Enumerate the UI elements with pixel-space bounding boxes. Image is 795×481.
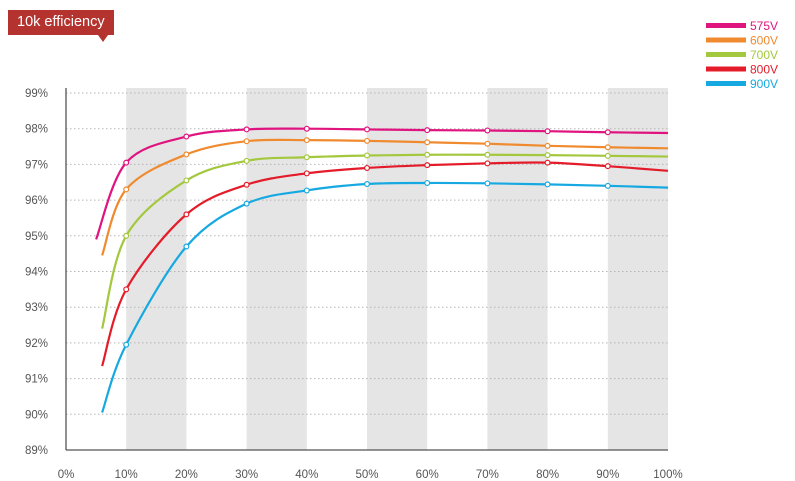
series-line-700V bbox=[101, 153, 669, 329]
x-tick-label: 80% bbox=[536, 469, 559, 481]
data-point bbox=[484, 140, 491, 147]
data-point bbox=[303, 187, 310, 194]
data-point bbox=[364, 181, 371, 188]
data-point bbox=[544, 181, 551, 188]
data-point bbox=[484, 151, 491, 158]
data-point bbox=[123, 232, 130, 239]
x-tick-label: 60% bbox=[416, 469, 439, 481]
series-line-800V bbox=[101, 161, 669, 367]
data-point bbox=[424, 139, 431, 146]
data-point bbox=[604, 144, 611, 151]
legend-swatch-575V bbox=[706, 23, 746, 28]
y-tick-label: 98% bbox=[25, 124, 48, 136]
data-point bbox=[484, 160, 491, 167]
data-point bbox=[484, 180, 491, 187]
legend-swatch-800V bbox=[706, 66, 746, 72]
y-tick-label: 89% bbox=[25, 445, 48, 457]
x-tick-label: 70% bbox=[476, 469, 499, 481]
data-point bbox=[604, 129, 611, 136]
data-point bbox=[123, 186, 130, 193]
data-point bbox=[303, 154, 310, 161]
legend-label-900V: 900V bbox=[750, 77, 778, 91]
data-point bbox=[424, 127, 431, 134]
y-tick-label: 90% bbox=[25, 409, 48, 421]
legend-swatch-700V bbox=[706, 52, 746, 57]
data-point bbox=[364, 137, 371, 144]
data-point bbox=[424, 151, 431, 158]
data-point bbox=[183, 177, 190, 184]
legend-label-700V: 700V bbox=[750, 48, 778, 62]
data-point bbox=[364, 152, 371, 159]
data-point bbox=[243, 181, 250, 188]
y-tick-label: 96% bbox=[25, 195, 48, 207]
data-point bbox=[303, 137, 310, 144]
shaded-band-0 bbox=[126, 88, 187, 450]
data-point bbox=[183, 133, 190, 140]
x-tick-label: 40% bbox=[295, 469, 318, 481]
y-tick-label: 93% bbox=[25, 302, 48, 314]
chart-title-tag: 10k efficiency bbox=[8, 10, 114, 42]
series-line-575V bbox=[95, 127, 669, 240]
x-tick-label: 0% bbox=[58, 469, 75, 481]
data-point bbox=[604, 152, 611, 159]
shaded-band-4 bbox=[607, 88, 668, 450]
data-point bbox=[544, 159, 551, 166]
data-point bbox=[183, 243, 190, 250]
x-tick-label: 10% bbox=[115, 469, 138, 481]
data-point bbox=[123, 159, 130, 166]
y-tick-label: 94% bbox=[25, 267, 48, 279]
data-point bbox=[183, 151, 190, 158]
shaded-band-3 bbox=[487, 88, 548, 450]
data-point bbox=[183, 211, 190, 218]
data-point bbox=[123, 286, 130, 293]
x-tick-label: 20% bbox=[175, 469, 198, 481]
data-point bbox=[484, 127, 491, 134]
legend-swatch-900V bbox=[706, 81, 746, 86]
chart-title: 10k efficiency bbox=[17, 14, 105, 30]
y-tick-label: 92% bbox=[25, 338, 48, 350]
y-tick-label: 97% bbox=[25, 159, 48, 171]
legend-label-800V: 800V bbox=[750, 63, 778, 77]
x-tick-label: 50% bbox=[355, 469, 378, 481]
legend-label-575V: 575V bbox=[750, 19, 778, 33]
data-point bbox=[243, 138, 250, 145]
legend-swatch-600V bbox=[706, 37, 746, 43]
data-point bbox=[243, 200, 250, 207]
series-line-900V bbox=[101, 181, 669, 413]
data-point bbox=[544, 152, 551, 159]
data-point bbox=[364, 126, 371, 133]
x-tick-label: 90% bbox=[596, 469, 619, 481]
data-point bbox=[243, 126, 250, 133]
data-point bbox=[303, 170, 310, 177]
data-point bbox=[123, 341, 130, 348]
y-tick-label: 95% bbox=[25, 231, 48, 243]
shaded-band-1 bbox=[246, 88, 307, 450]
data-point bbox=[604, 182, 611, 189]
data-point bbox=[303, 125, 310, 132]
y-tick-label: 91% bbox=[25, 374, 48, 386]
x-tick-label: 30% bbox=[235, 469, 258, 481]
data-point bbox=[544, 128, 551, 135]
y-tick-label: 99% bbox=[25, 88, 48, 100]
data-point bbox=[424, 179, 431, 186]
data-point bbox=[364, 164, 371, 171]
data-point bbox=[424, 162, 431, 169]
data-point bbox=[544, 142, 551, 149]
legend-label-600V: 600V bbox=[750, 34, 778, 48]
data-point bbox=[604, 163, 611, 170]
x-tick-label: 100% bbox=[653, 469, 682, 481]
data-point bbox=[243, 157, 250, 164]
shaded-band-2 bbox=[367, 88, 428, 450]
